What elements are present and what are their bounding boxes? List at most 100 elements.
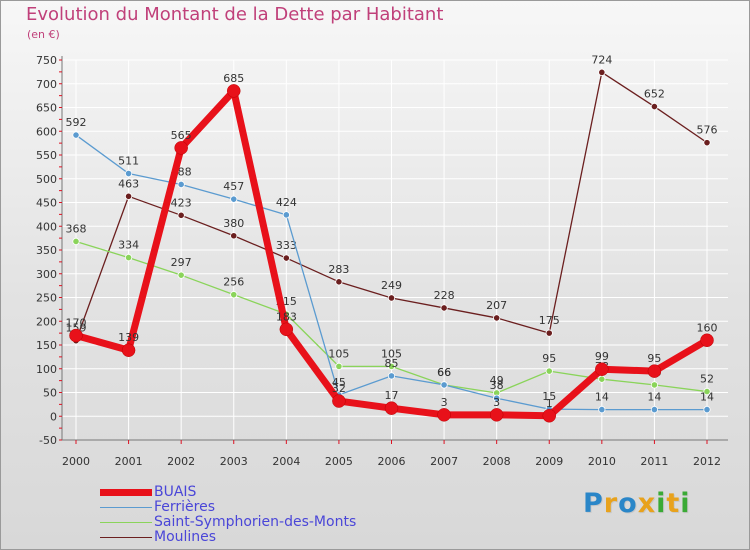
data-label-buais: 3 — [441, 396, 448, 409]
data-label-ferri-res: 424 — [276, 196, 297, 209]
y-tick-label: 550 — [36, 149, 57, 162]
data-label-moulines: 333 — [276, 239, 297, 252]
data-label-saint-symphorien-des-monts: 334 — [118, 239, 139, 252]
data-point-saint-symphorien-des-monts — [545, 367, 553, 375]
chart-unit: (en €) — [27, 28, 60, 41]
y-tick-label: 500 — [36, 173, 57, 186]
legend-swatch — [100, 522, 152, 523]
logo-letter: t — [666, 488, 681, 519]
data-label-saint-symphorien-des-monts: 105 — [381, 347, 402, 360]
data-label-moulines: 249 — [381, 279, 402, 292]
data-label-moulines: 724 — [591, 53, 612, 66]
data-point-buais — [542, 409, 556, 423]
x-tick-label: 2006 — [378, 455, 406, 468]
data-label-buais: 139 — [118, 331, 139, 344]
data-point-saint-symphorien-des-monts — [72, 237, 80, 246]
data-point-ferri-res — [177, 180, 185, 189]
data-point-buais — [437, 408, 451, 422]
data-label-buais: 170 — [66, 317, 87, 330]
data-label-moulines: 652 — [644, 88, 665, 101]
data-label-saint-symphorien-des-monts: 256 — [223, 276, 244, 289]
x-tick-label: 2011 — [640, 455, 668, 468]
x-tick-label: 2007 — [430, 455, 458, 468]
x-tick-label: 2003 — [220, 455, 248, 468]
data-point-ferri-res — [493, 394, 501, 402]
data-label-buais: 183 — [276, 310, 297, 323]
data-label-buais: 95 — [647, 352, 661, 365]
data-point-ferri-res — [230, 195, 238, 203]
y-tick-label: 600 — [36, 125, 57, 138]
y-tick-label: 0 — [50, 410, 57, 423]
y-tick-label: 650 — [36, 102, 57, 115]
data-label-ferri-res: 45 — [332, 376, 346, 389]
data-label-ferri-res: 85 — [385, 357, 399, 370]
data-point-moulines — [335, 278, 343, 286]
data-point-buais — [595, 362, 609, 376]
y-tick-label: 200 — [36, 315, 57, 328]
data-label-ferri-res: 14 — [700, 391, 714, 404]
data-label-buais: 3 — [493, 396, 500, 409]
data-label-moulines: 175 — [539, 314, 560, 327]
data-label-saint-symphorien-des-monts: 66 — [437, 366, 451, 379]
data-label-saint-symphorien-des-monts: 52 — [700, 373, 714, 386]
x-tick-label: 2000 — [62, 455, 90, 468]
data-point-ferri-res — [703, 405, 711, 414]
logo-letter: P — [583, 488, 604, 519]
data-point-ferri-res — [598, 405, 606, 414]
data-label-ferri-res: 592 — [66, 116, 87, 129]
data-point-moulines — [177, 211, 185, 219]
logo-letter: o — [618, 488, 638, 519]
data-point-saint-symphorien-des-monts — [177, 271, 185, 279]
data-point-ferri-res — [72, 131, 80, 139]
data-label-buais: 99 — [595, 350, 609, 363]
x-tick-label: 2012 — [693, 455, 721, 468]
data-label-ferri-res: 511 — [118, 155, 139, 168]
data-point-buais — [174, 141, 188, 155]
y-tick-label: 700 — [36, 78, 57, 91]
data-point-buais — [384, 401, 399, 415]
data-point-moulines — [387, 294, 396, 302]
logo-letter: r — [603, 488, 619, 519]
data-label-saint-symphorien-des-monts: 368 — [66, 222, 87, 235]
data-point-buais — [69, 328, 83, 343]
data-point-saint-symphorien-des-monts — [230, 291, 238, 299]
legend-label: Ferrières — [154, 499, 216, 515]
data-point-moulines — [598, 68, 606, 76]
data-point-buais — [489, 408, 504, 422]
data-label-ferri-res: 457 — [223, 180, 244, 193]
x-tick-label: 2005 — [325, 455, 353, 468]
legend-swatch — [100, 507, 152, 508]
data-point-buais — [647, 364, 662, 378]
data-point-saint-symphorien-des-monts — [598, 375, 606, 383]
logo-letter: i — [680, 488, 691, 519]
data-point-saint-symphorien-des-monts — [124, 254, 133, 262]
data-point-ferri-res — [387, 372, 396, 380]
data-point-buais — [227, 84, 241, 98]
data-point-moulines — [703, 139, 711, 147]
data-point-moulines — [230, 232, 238, 240]
data-label-ferri-res: 15 — [542, 390, 556, 403]
legend-label: Saint-Symphorien-des-Monts — [154, 514, 357, 530]
data-label-moulines: 463 — [118, 177, 139, 190]
legend-label: Moulines — [154, 529, 217, 545]
data-point-moulines — [650, 102, 659, 111]
data-label-buais: 17 — [385, 389, 399, 402]
data-label-saint-symphorien-des-monts: 95 — [542, 352, 556, 365]
data-point-saint-symphorien-des-monts — [387, 362, 396, 370]
y-tick-label: 450 — [36, 197, 57, 210]
data-label-buais: 685 — [223, 72, 244, 85]
data-label-buais: 32 — [332, 382, 346, 395]
data-point-ferri-res — [650, 405, 659, 414]
x-tick-label: 2008 — [483, 455, 511, 468]
data-label-buais: 1 — [546, 397, 553, 410]
y-tick-label: 250 — [36, 292, 57, 305]
data-label-moulines: 207 — [486, 299, 507, 312]
logo-letter: x — [637, 488, 657, 519]
legend-label: BUAIS — [154, 484, 197, 500]
data-label-moulines: 423 — [171, 196, 192, 209]
y-tick-label: 400 — [36, 220, 57, 233]
data-point-moulines — [440, 304, 448, 312]
data-point-ferri-res — [282, 211, 290, 219]
